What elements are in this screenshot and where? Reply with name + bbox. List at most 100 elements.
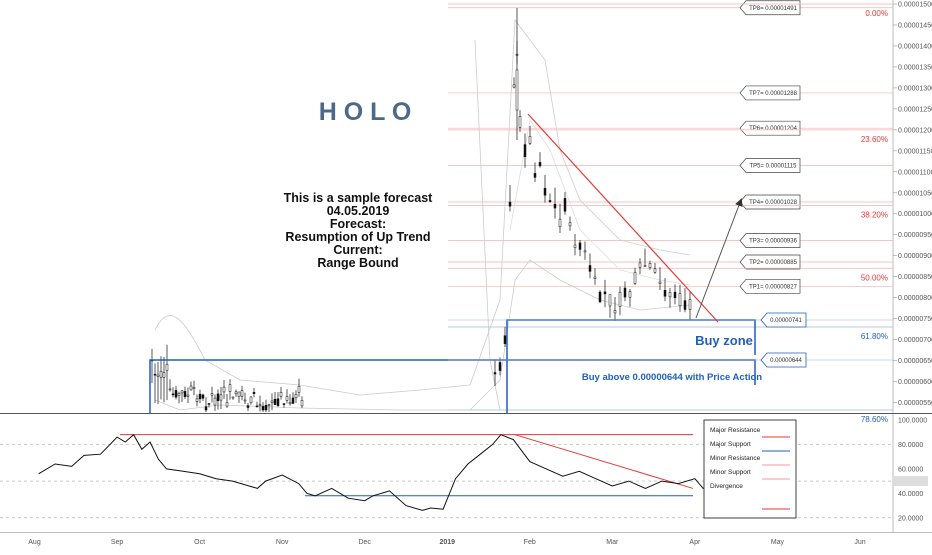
target-callout: TP4= 0.00001028 <box>739 194 801 210</box>
time-tick-label: Dec <box>358 539 371 546</box>
fib-label: 78.60% <box>861 415 888 424</box>
candle <box>270 393 274 411</box>
down-trend-line <box>527 113 719 323</box>
price-tick-label: 0.00000850 <box>898 274 932 281</box>
target-label: TP3= 0.00000936 <box>749 239 798 245</box>
candle <box>598 290 602 304</box>
buy-above-label: Buy above 0.00000644 with Price Action <box>582 372 762 383</box>
candle <box>249 396 253 405</box>
price-tick-label: 0.00000950 <box>898 232 932 239</box>
fib-levels: 0.00% 23.60% 38.20% 50.00% 61.80% 78.60% <box>448 3 893 424</box>
candle <box>603 279 607 308</box>
forecast-line-2: 04.05.2019 <box>327 204 390 218</box>
target-callout: TP8= 0.00001491 <box>739 0 801 16</box>
price-tick-label: 0.00001500 <box>898 2 932 9</box>
forecast-line-3: Forecast: <box>330 217 386 231</box>
time-tick-label: Feb <box>524 539 536 546</box>
candle <box>523 133 527 168</box>
price-tick-label: 0.00001100 <box>898 169 932 176</box>
candle <box>623 281 627 302</box>
candle <box>663 278 667 302</box>
target-callout: TP7= 0.00001288 <box>739 85 801 101</box>
candle <box>558 203 562 233</box>
candle <box>168 379 172 392</box>
price-tick-label: 0.00001400 <box>898 43 932 50</box>
candle <box>573 233 577 256</box>
candle <box>285 389 289 404</box>
candle <box>533 162 537 183</box>
candle <box>207 403 211 408</box>
oscillator-pane: 100.000080.000060.000050.000040.000020.0… <box>0 418 928 522</box>
candle <box>297 378 301 397</box>
candle <box>673 284 677 305</box>
price-tick-label: 0.00001200 <box>898 127 932 134</box>
candle <box>186 387 190 403</box>
price-tick-label: 0.00000650 <box>898 358 932 365</box>
candle <box>198 389 202 404</box>
candle <box>648 260 652 270</box>
candle <box>162 357 166 403</box>
fib-label: 38.20% <box>861 210 888 219</box>
time-tick-label: 2019 <box>439 539 455 546</box>
candle <box>225 394 229 408</box>
candle <box>515 8 519 140</box>
osc-value-tag <box>894 476 928 487</box>
candle <box>204 397 208 412</box>
candle <box>237 391 241 403</box>
candle <box>255 401 259 408</box>
support-label: 0.00000741 <box>770 318 802 324</box>
candle <box>279 386 283 400</box>
osc-tick-label: 100.0000 <box>898 418 927 425</box>
target-label: TP7= 0.00001288 <box>749 91 798 97</box>
chart-title: H O L O <box>319 98 412 126</box>
fib-label: 0.00% <box>865 9 888 18</box>
legend-box <box>703 419 797 519</box>
candle <box>159 356 163 400</box>
candle <box>177 391 181 404</box>
candle <box>288 394 292 406</box>
price-tick-label: 0.00000700 <box>898 337 932 344</box>
candle <box>156 362 160 405</box>
candles <box>150 8 692 412</box>
candle <box>210 386 214 403</box>
candle <box>189 381 193 391</box>
candle <box>261 402 265 412</box>
price-tick-label: 0.00000600 <box>898 379 932 386</box>
osc-current-value <box>894 476 928 487</box>
price-tick-label: 0.00001250 <box>898 106 932 113</box>
candle <box>643 248 647 267</box>
time-tick-label: Sep <box>111 539 124 546</box>
time-axis: Aug Sep Oct Nov Dec 2019 Feb Mar Apr May Jun <box>28 539 865 546</box>
legend-entry: Minor Resistance <box>710 455 761 462</box>
candle <box>653 262 657 274</box>
price-axis: 0.00001500 0.00001450 0.00001400 0.00001350… <box>893 2 932 407</box>
target-label: TP1= 0.00000827 <box>749 284 798 290</box>
time-tick-label: Aug <box>28 539 41 546</box>
candle <box>518 110 522 132</box>
candle <box>252 387 256 398</box>
candle <box>568 216 572 231</box>
candle <box>222 380 226 399</box>
candle <box>243 392 247 405</box>
forecast-line-5: Current: <box>333 243 382 257</box>
osc-divergence-line <box>514 434 694 489</box>
candle <box>658 267 662 291</box>
target-callout: TP1= 0.00000827 <box>739 278 801 294</box>
candle <box>608 294 612 318</box>
candle <box>543 174 547 203</box>
price-tick-label: 0.00001450 <box>898 22 932 29</box>
oscillator-series <box>38 433 712 511</box>
price-tick-label: 0.00000900 <box>898 253 932 260</box>
price-tick-label: 0.00000800 <box>898 295 932 302</box>
fib-label: 50.00% <box>861 273 888 282</box>
candle <box>638 258 642 275</box>
candle <box>153 363 157 404</box>
candle <box>538 152 542 168</box>
candle <box>165 344 169 401</box>
support-zones: 0.00000741 0.00000644 <box>149 312 893 413</box>
target-label: TP6= 0.00001204 <box>749 126 798 132</box>
target-callout: TP5= 0.00001115 <box>739 158 801 173</box>
candle <box>258 395 262 412</box>
candle <box>267 403 271 412</box>
